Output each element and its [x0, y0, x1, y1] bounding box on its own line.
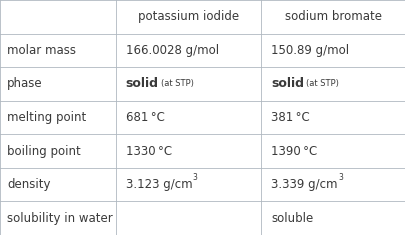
Text: solubility in water: solubility in water — [7, 212, 113, 225]
Text: phase: phase — [7, 77, 43, 90]
Text: 1330 °C: 1330 °C — [126, 145, 172, 157]
Text: boiling point: boiling point — [7, 145, 81, 157]
Text: 3: 3 — [337, 173, 342, 182]
Text: sodium bromate: sodium bromate — [284, 10, 381, 23]
Text: 3.339 g/cm: 3.339 g/cm — [271, 178, 337, 191]
Text: soluble: soluble — [271, 212, 313, 225]
Text: density: density — [7, 178, 51, 191]
Text: solid: solid — [271, 77, 303, 90]
Text: solid: solid — [126, 77, 158, 90]
Text: 150.89 g/mol: 150.89 g/mol — [271, 44, 348, 57]
Text: 681 °C: 681 °C — [126, 111, 164, 124]
Text: (at STP): (at STP) — [160, 79, 193, 88]
Text: 381 °C: 381 °C — [271, 111, 309, 124]
Text: 3: 3 — [192, 173, 197, 182]
Text: (at STP): (at STP) — [305, 79, 338, 88]
Text: potassium iodide: potassium iodide — [137, 10, 239, 23]
Text: 1390 °C: 1390 °C — [271, 145, 317, 157]
Text: 3.123 g/cm: 3.123 g/cm — [126, 178, 192, 191]
Text: 166.0028 g/mol: 166.0028 g/mol — [126, 44, 218, 57]
Text: molar mass: molar mass — [7, 44, 76, 57]
Text: melting point: melting point — [7, 111, 86, 124]
